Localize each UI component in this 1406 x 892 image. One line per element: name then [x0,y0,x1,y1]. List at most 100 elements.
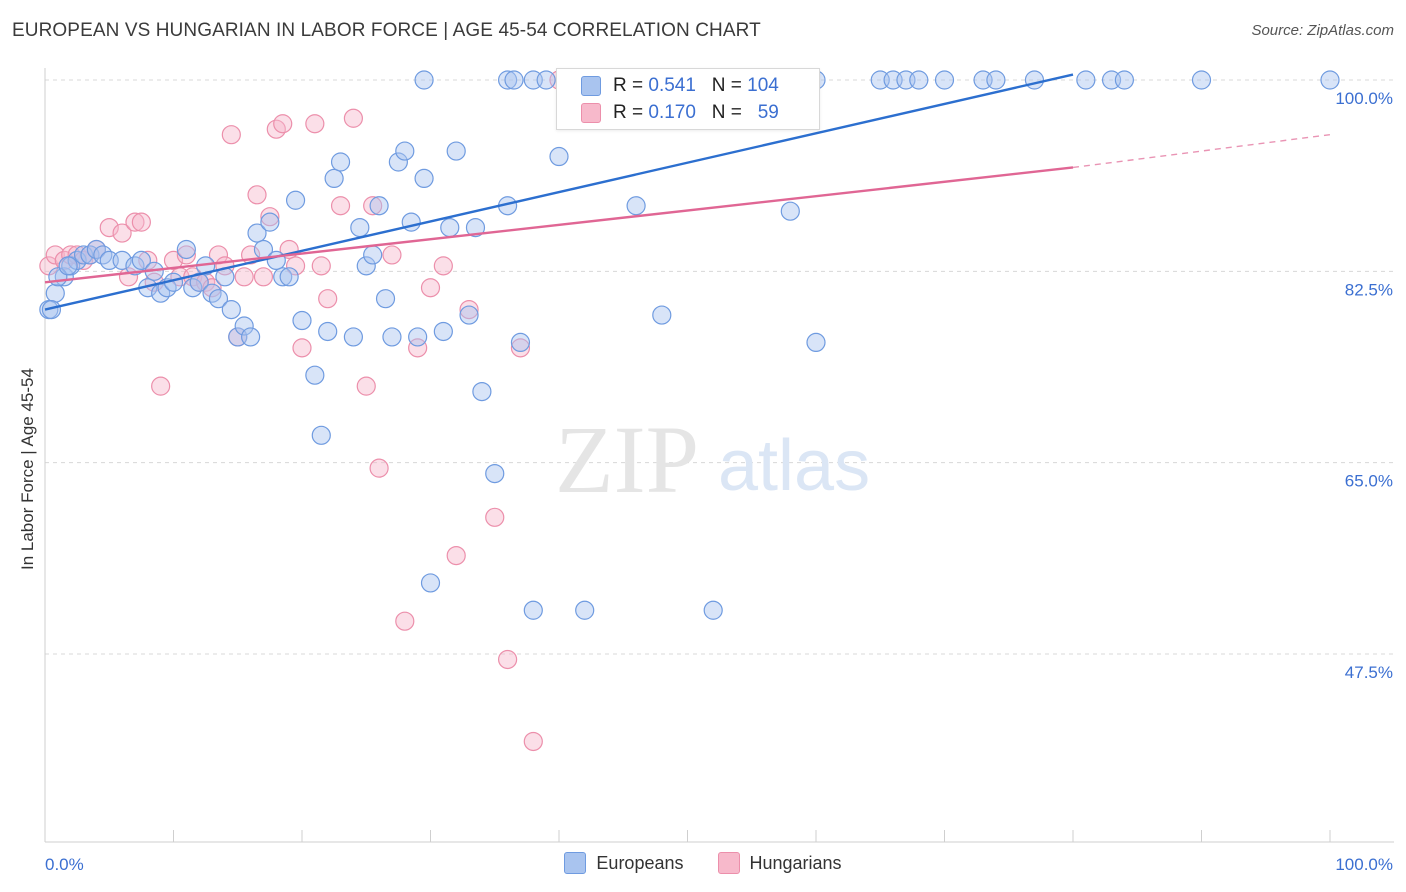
europeans-points [39,70,1340,620]
hungarians-n-label: N = [711,102,742,123]
hungarians-trend-line [44,166,1074,284]
hungarian-point-22 [202,278,222,298]
europeans-legend-swatch [564,852,587,874]
european-point-18 [176,239,196,260]
european-point-99 [1191,70,1212,90]
hungarian-point-47 [408,338,428,358]
hungarian-point-45 [382,245,402,265]
european-point-12 [131,250,151,270]
chart-title: EUROPEAN VS HUNGARIAN IN LABOR FORCE | A… [12,20,761,41]
european-point-36 [292,310,312,331]
hungarians-r-value: 0.170 [648,102,696,123]
hungarian-point-46 [395,611,415,631]
european-point-23 [208,289,229,309]
y-tick-label-0: 47.5% [1345,663,1393,682]
hungarian-point-13 [138,250,158,270]
hungarian-point-8 [99,218,119,238]
european-point-37 [305,365,325,385]
source-label: Source: ZipAtlas.com [1251,22,1394,39]
european-point-33 [273,267,293,287]
european-point-44 [356,256,376,276]
european-point-39 [318,321,338,342]
european-point-46 [369,196,389,216]
european-point-59 [465,218,486,238]
hungarian-point-41 [343,108,363,128]
legend-item-hungarians[interactable]: Hungarians [717,852,842,874]
european-point-66 [575,600,595,620]
european-point-74 [504,70,524,90]
european-point-101 [41,300,62,320]
y-tick-label-3: 100.0% [1335,89,1393,108]
european-point-71 [806,332,826,352]
europeans-r-value: 0.541 [648,75,696,96]
hungarian-point-55 [523,731,543,752]
european-point-28 [241,327,261,347]
european-point-50 [395,141,415,161]
legend-label-europeans: Europeans [596,852,684,873]
european-point-38 [311,425,331,445]
european-point-58 [459,305,479,325]
hungarian-point-1 [45,245,65,265]
european-point-48 [382,327,402,347]
x-tick-label-1: 100.0% [1335,855,1393,874]
european-point-1 [45,283,65,303]
hungarians-swatch [581,103,601,123]
european-point-55 [433,321,453,342]
european-point-100 [1320,70,1340,90]
hungarian-point-38 [311,256,331,276]
hungarian-point-27 [234,267,254,287]
hungarian-point-36 [292,338,312,358]
hungarian-point-51 [459,300,479,320]
european-point-47 [375,289,396,309]
european-point-65 [549,146,569,167]
hungarian-point-52 [485,507,505,527]
european-point-73 [498,70,518,90]
european-point-57 [446,141,466,161]
hungarian-point-44 [369,458,389,478]
hungarian-point-54 [510,338,531,358]
gridlines [45,79,1394,655]
european-point-35 [285,190,306,210]
tick-labels: 47.5% 65.0% 82.5% 100.0% 0.0% 100.0% [45,89,1393,874]
european-point-63 [510,332,531,352]
european-point-41 [330,152,351,172]
hungarian-point-50 [446,545,466,566]
european-point-76 [536,70,556,90]
european-point-60 [472,382,492,402]
european-point-70 [780,201,800,221]
european-point-68 [652,305,672,325]
european-point-72 [414,70,434,90]
watermark-atlas: atlas [718,426,870,506]
hungarian-point-49 [433,256,453,276]
european-point-49 [388,152,408,172]
stats-row-europeans: R = 0.541 N = 104 [581,73,779,99]
y-tick-label-2: 82.5% [1345,280,1393,299]
hungarian-point-35 [285,256,306,276]
european-point-64 [523,600,543,620]
hungarian-point-48 [420,278,441,298]
european-point-56 [440,218,460,238]
hungarian-point-11 [125,212,145,232]
y-tick-label-1: 65.0% [1345,472,1393,491]
legend-item-europeans[interactable]: Europeans [564,852,684,874]
european-point-96 [1076,70,1096,90]
european-point-92 [934,70,955,90]
hungarian-point-31 [260,207,280,227]
european-point-27 [234,316,254,336]
trend-lines [44,73,1331,311]
hungarian-point-16 [163,250,184,270]
european-point-45 [363,245,383,265]
hungarians-trend-extension [1072,133,1331,169]
european-point-98 [1114,70,1135,90]
hungarian-point-39 [318,289,338,309]
europeans-r-label: R = [613,75,644,96]
european-point-53 [414,168,434,188]
european-point-69 [703,600,723,620]
hungarian-point-40 [330,196,351,216]
europeans-swatch [581,76,601,96]
hungarian-point-15 [151,376,171,396]
european-point-42 [343,327,363,347]
stats-row-hungarians: R = 0.170 N = 59 [581,100,779,126]
european-point-10 [112,250,132,270]
